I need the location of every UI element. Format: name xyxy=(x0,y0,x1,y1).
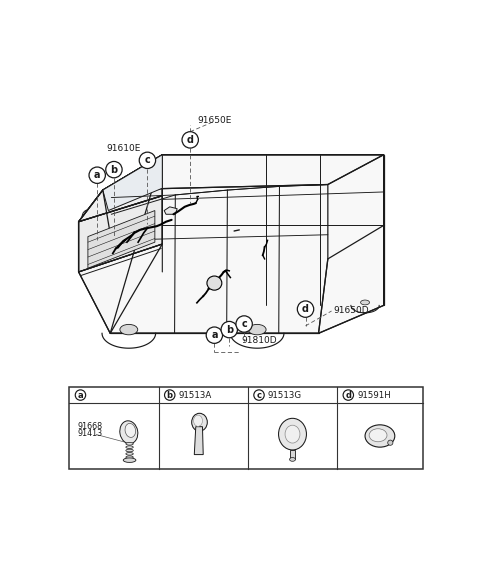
Ellipse shape xyxy=(248,324,266,335)
Text: a: a xyxy=(94,170,100,180)
Text: d: d xyxy=(345,391,351,400)
Text: 91810D: 91810D xyxy=(241,336,277,345)
Ellipse shape xyxy=(192,413,207,431)
Text: b: b xyxy=(226,325,233,335)
Circle shape xyxy=(254,390,264,400)
Polygon shape xyxy=(110,155,384,334)
Circle shape xyxy=(139,152,156,168)
Text: c: c xyxy=(144,155,150,166)
Ellipse shape xyxy=(360,300,370,305)
Polygon shape xyxy=(88,211,155,268)
Circle shape xyxy=(182,131,198,148)
Polygon shape xyxy=(103,155,162,211)
Circle shape xyxy=(388,440,393,445)
Text: d: d xyxy=(187,135,194,145)
Ellipse shape xyxy=(120,324,138,335)
Text: a: a xyxy=(78,391,83,400)
Polygon shape xyxy=(79,155,162,222)
Ellipse shape xyxy=(278,418,306,450)
Circle shape xyxy=(165,390,175,400)
Text: c: c xyxy=(256,391,262,400)
Circle shape xyxy=(236,316,252,332)
Text: c: c xyxy=(241,319,247,329)
Text: d: d xyxy=(302,304,309,314)
Ellipse shape xyxy=(125,423,135,437)
Polygon shape xyxy=(164,207,177,214)
Ellipse shape xyxy=(285,425,300,443)
Ellipse shape xyxy=(289,457,296,461)
Polygon shape xyxy=(103,155,384,190)
Ellipse shape xyxy=(126,442,133,445)
Text: 91610E: 91610E xyxy=(106,144,141,153)
Circle shape xyxy=(106,162,122,178)
Circle shape xyxy=(89,167,106,184)
Text: 91413: 91413 xyxy=(77,428,103,438)
Text: 91650E: 91650E xyxy=(197,116,231,125)
Circle shape xyxy=(343,390,353,400)
Ellipse shape xyxy=(123,458,136,463)
Ellipse shape xyxy=(193,415,203,426)
Text: b: b xyxy=(110,164,118,175)
Ellipse shape xyxy=(126,446,133,449)
Text: b: b xyxy=(167,391,173,400)
Ellipse shape xyxy=(126,456,133,459)
Circle shape xyxy=(297,301,314,317)
Circle shape xyxy=(75,390,85,400)
Ellipse shape xyxy=(365,425,395,447)
Text: 91513G: 91513G xyxy=(268,391,302,400)
Text: 91513A: 91513A xyxy=(179,391,212,400)
Polygon shape xyxy=(290,450,295,459)
Ellipse shape xyxy=(207,276,222,290)
Ellipse shape xyxy=(126,453,133,455)
Ellipse shape xyxy=(126,449,133,452)
Text: 91650D: 91650D xyxy=(334,306,369,316)
Polygon shape xyxy=(194,427,203,455)
Ellipse shape xyxy=(82,209,99,223)
Ellipse shape xyxy=(369,428,387,442)
Polygon shape xyxy=(79,185,328,334)
Text: a: a xyxy=(211,330,217,340)
Circle shape xyxy=(221,321,238,338)
Text: 91668: 91668 xyxy=(77,422,103,431)
Ellipse shape xyxy=(120,421,138,444)
Polygon shape xyxy=(79,196,162,272)
Text: 91591H: 91591H xyxy=(357,391,391,400)
Circle shape xyxy=(206,327,223,343)
